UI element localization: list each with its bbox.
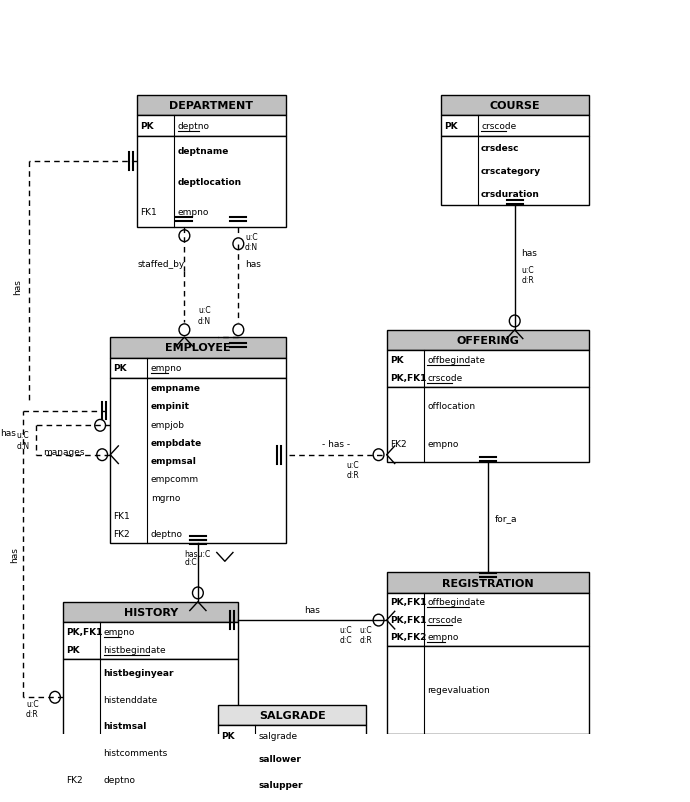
Text: OFFERING: OFFERING [456,335,519,346]
FancyBboxPatch shape [110,338,286,358]
Text: FK2: FK2 [114,529,130,539]
Text: HISTORY: HISTORY [124,607,178,618]
Text: FK2: FK2 [390,439,406,448]
Text: empno: empno [427,439,458,448]
Text: PK: PK [66,646,80,654]
Text: deptno: deptno [104,775,135,784]
Text: u:C
d:C: u:C d:C [339,626,352,645]
Text: deptno: deptno [177,122,210,131]
Text: empno: empno [427,633,458,642]
Text: FK2: FK2 [66,775,83,784]
FancyBboxPatch shape [386,330,589,351]
Text: d:C: d:C [184,557,197,566]
Text: histcomments: histcomments [104,748,168,757]
Text: PK: PK [141,122,154,131]
Text: PK,FK1: PK,FK1 [390,615,426,624]
Text: empmsal: empmsal [150,456,197,465]
Text: - has -: - has - [322,439,350,448]
Text: u:C
d:N: u:C d:N [198,306,211,326]
Text: DEPARTMENT: DEPARTMENT [169,101,253,111]
Text: empbdate: empbdate [150,438,202,448]
Text: offbegindate: offbegindate [427,597,485,606]
Text: FK1: FK1 [141,208,157,217]
FancyBboxPatch shape [137,95,286,116]
Text: PK: PK [221,731,235,740]
Text: empno: empno [150,364,182,373]
Text: PK,FK1: PK,FK1 [66,627,103,636]
FancyBboxPatch shape [441,136,589,205]
Text: sallower: sallower [259,754,302,763]
Text: crscategory: crscategory [481,167,541,176]
Text: deptno: deptno [150,529,183,539]
Text: crsdesc: crsdesc [481,144,520,152]
Text: salupper: salupper [259,780,303,788]
Text: has: has [304,605,320,614]
Text: histbegindate: histbegindate [104,646,166,654]
Text: u:C
d:R: u:C d:R [26,699,39,718]
Text: u:C
d:N: u:C d:N [17,431,30,450]
Text: FK1: FK1 [114,512,130,520]
Text: offbegindate: offbegindate [427,355,485,365]
Text: for_a: for_a [495,513,517,522]
FancyBboxPatch shape [386,573,589,593]
FancyBboxPatch shape [218,746,366,802]
Text: histmsal: histmsal [104,722,147,731]
FancyBboxPatch shape [441,95,589,116]
Text: u:C
d:R: u:C d:R [359,626,373,645]
FancyBboxPatch shape [386,593,589,646]
FancyBboxPatch shape [441,116,589,136]
Text: EMPLOYEE: EMPLOYEE [165,343,230,353]
Text: empno: empno [177,208,209,217]
Text: mgrno: mgrno [150,493,180,502]
FancyBboxPatch shape [63,622,238,659]
Text: deptlocation: deptlocation [177,177,242,187]
Text: empcomm: empcomm [150,475,199,484]
Text: has: has [14,278,23,294]
Text: crsduration: crsduration [481,189,540,199]
Text: deptname: deptname [177,148,229,156]
Text: empinit: empinit [150,402,190,411]
Text: empjob: empjob [150,420,185,429]
Text: manages: manages [43,447,84,456]
Text: u:C
d:R: u:C d:R [346,460,359,480]
Text: salgrade: salgrade [259,731,297,740]
Text: PK,FK2: PK,FK2 [390,633,426,642]
Text: histbeginyear: histbeginyear [104,668,174,677]
FancyBboxPatch shape [386,646,589,734]
Text: staffed_by: staffed_by [137,260,184,269]
Text: REGISTRATION: REGISTRATION [442,578,533,588]
FancyBboxPatch shape [137,136,286,228]
Text: COURSE: COURSE [489,101,540,111]
Text: crscode: crscode [427,615,462,624]
Text: SALGRADE: SALGRADE [259,710,326,720]
Text: u:C
d:N: u:C d:N [245,233,258,252]
FancyBboxPatch shape [63,602,238,622]
Text: regevaluation: regevaluation [427,686,490,695]
Text: hasu:C: hasu:C [184,549,210,559]
FancyBboxPatch shape [218,725,366,746]
Text: crscode: crscode [427,374,462,383]
Text: empno: empno [104,627,135,636]
FancyBboxPatch shape [386,387,589,463]
FancyBboxPatch shape [218,705,366,725]
Text: u:C
d:R: u:C d:R [522,265,534,285]
FancyBboxPatch shape [386,351,589,387]
FancyBboxPatch shape [110,358,286,379]
Text: PK: PK [444,122,457,131]
FancyBboxPatch shape [110,379,286,543]
FancyBboxPatch shape [137,116,286,136]
Text: PK: PK [390,355,404,365]
Text: PK,FK1: PK,FK1 [390,597,426,606]
Text: histenddate: histenddate [104,695,158,704]
Text: has: has [0,428,16,438]
Text: has: has [522,249,538,257]
Text: offlocation: offlocation [427,402,475,411]
Text: crscode: crscode [481,122,516,131]
Text: PK: PK [114,364,127,373]
FancyBboxPatch shape [63,659,238,793]
Text: PK,FK1: PK,FK1 [390,374,426,383]
Text: empname: empname [150,383,201,392]
Text: has: has [10,546,19,562]
Text: has: has [245,260,261,269]
